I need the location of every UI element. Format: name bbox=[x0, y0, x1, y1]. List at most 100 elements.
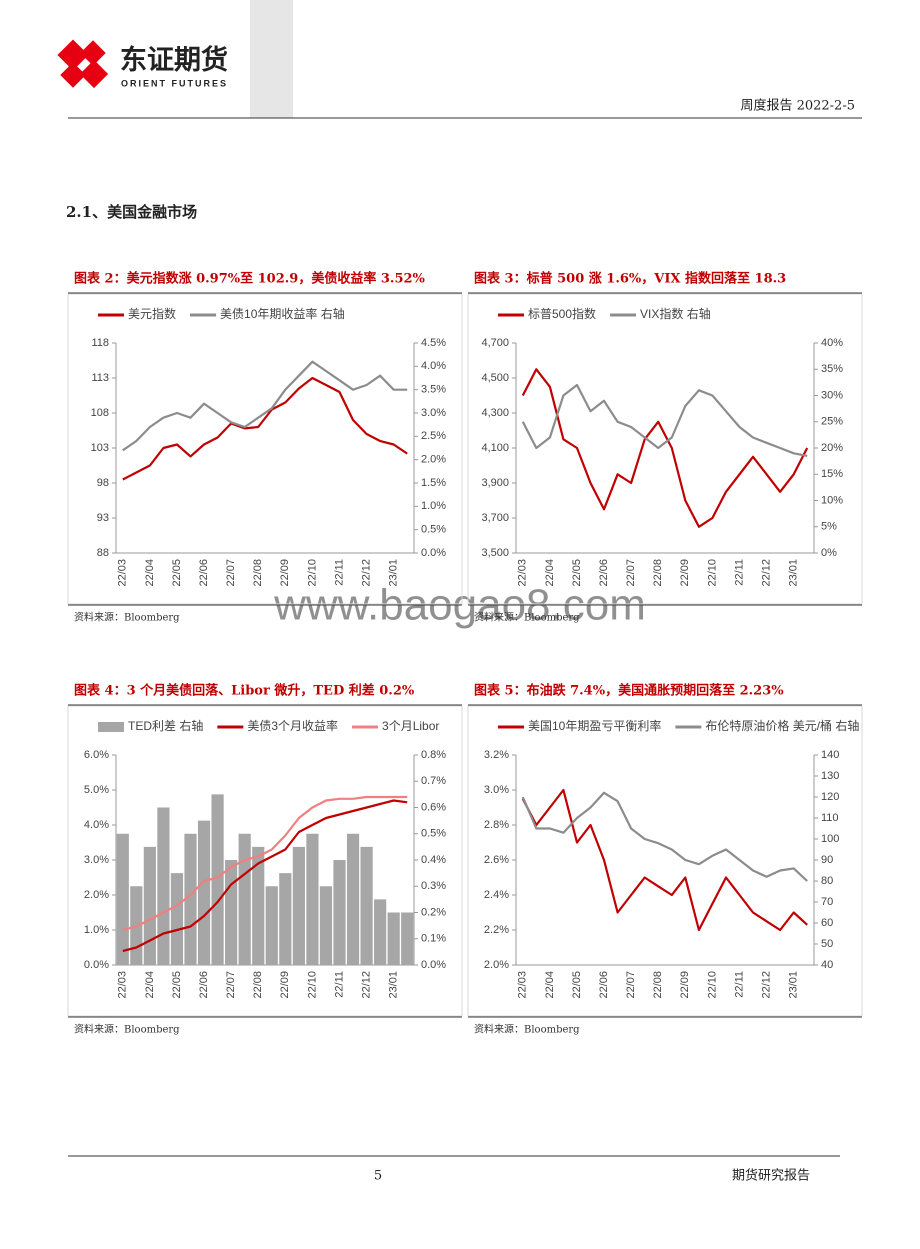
legend-label: 美债3个月收益率 bbox=[247, 718, 338, 733]
y-tick-label: 0.0% bbox=[84, 959, 109, 971]
x-tick-label: 22/06 bbox=[198, 559, 210, 587]
bar bbox=[116, 833, 129, 965]
x-tick-label: 22/11 bbox=[333, 971, 345, 998]
bar bbox=[170, 873, 184, 965]
y-tick-label: 103 bbox=[91, 442, 109, 454]
y2-tick-label: 0.1% bbox=[421, 933, 446, 945]
y-tick-label: 2.0% bbox=[84, 889, 109, 901]
y2-tick-label: 0.3% bbox=[421, 880, 446, 892]
bar bbox=[401, 912, 414, 965]
y2-tick-label: 0.0% bbox=[421, 547, 446, 559]
y-tick-label: 5.0% bbox=[84, 784, 109, 796]
y2-tick-label: 110 bbox=[821, 812, 839, 824]
y2-tick-label: 0% bbox=[821, 547, 837, 559]
line-series bbox=[521, 383, 808, 457]
y2-tick-label: 15% bbox=[821, 468, 843, 480]
y2-tick-label: 0.5% bbox=[421, 524, 446, 536]
line-series bbox=[122, 360, 408, 452]
bar bbox=[143, 846, 156, 965]
chart-frame bbox=[467, 293, 863, 605]
header-band bbox=[250, 0, 293, 118]
chart-title: 图表 2：美元指数涨 0.97%至 102.9，美债收益率 3.52% bbox=[74, 271, 426, 287]
x-tick-label: 23/01 bbox=[388, 971, 400, 999]
x-tick-label: 22/07 bbox=[625, 971, 637, 999]
y-tick-label: 3.0% bbox=[484, 784, 509, 796]
y2-tick-label: 2.5% bbox=[421, 430, 446, 442]
y2-tick-label: 5% bbox=[821, 521, 837, 533]
footer-label: 期货研究报告 bbox=[732, 1168, 810, 1184]
y-tick-label: 88 bbox=[97, 547, 109, 559]
x-tick-label: 22/11 bbox=[733, 559, 745, 586]
x-tick-label: 22/07 bbox=[225, 971, 237, 999]
y-tick-label: 98 bbox=[97, 477, 109, 489]
y2-tick-label: 40 bbox=[821, 959, 833, 971]
x-tick-label: 22/11 bbox=[733, 971, 745, 998]
x-tick-label: 22/03 bbox=[517, 559, 529, 587]
x-tick-label: 22/03 bbox=[117, 971, 129, 999]
y2-tick-label: 0.7% bbox=[421, 775, 446, 787]
bar bbox=[157, 807, 170, 965]
x-tick-label: 22/12 bbox=[360, 971, 372, 999]
x-tick-label: 22/09 bbox=[279, 971, 291, 999]
bar bbox=[319, 886, 333, 965]
y-tick-label: 4,300 bbox=[481, 407, 509, 419]
y-tick-label: 93 bbox=[97, 512, 109, 524]
bar bbox=[197, 820, 211, 965]
y-tick-label: 1.0% bbox=[84, 924, 109, 936]
y2-tick-label: 0.6% bbox=[421, 801, 446, 813]
y2-tick-label: 90 bbox=[821, 854, 833, 866]
bar bbox=[306, 833, 319, 965]
y-tick-label: 113 bbox=[91, 372, 109, 384]
y-tick-label: 3.2% bbox=[484, 749, 509, 761]
y2-tick-label: 0.5% bbox=[421, 828, 446, 840]
y-tick-label: 2.6% bbox=[484, 854, 509, 866]
y2-tick-label: 35% bbox=[821, 363, 843, 375]
legend-label: 美元指数 bbox=[128, 306, 176, 321]
y2-tick-label: 70 bbox=[821, 896, 833, 908]
y-tick-label: 118 bbox=[91, 337, 109, 349]
legend-label: 美国10年期盈亏平衡利率 bbox=[528, 718, 661, 733]
y2-tick-label: 100 bbox=[821, 833, 839, 845]
section-title: 2.1、美国金融市场 bbox=[66, 203, 197, 221]
x-tick-label: 22/08 bbox=[652, 971, 664, 999]
x-tick-label: 22/05 bbox=[171, 971, 183, 999]
legend-label: VIX指数 右轴 bbox=[640, 306, 711, 321]
page-number: 5 bbox=[374, 1169, 382, 1184]
bar bbox=[387, 912, 400, 965]
x-tick-label: 22/12 bbox=[760, 559, 772, 587]
x-tick-label: 22/05 bbox=[571, 971, 583, 999]
line-series bbox=[521, 368, 809, 528]
legend-label: 布伦特原油价格 美元/桶 右轴 bbox=[705, 718, 859, 733]
y2-tick-label: 30% bbox=[821, 389, 843, 401]
x-tick-label: 22/10 bbox=[306, 971, 318, 999]
bar bbox=[346, 833, 360, 965]
x-tick-label: 22/12 bbox=[360, 559, 372, 587]
x-tick-label: 22/05 bbox=[571, 559, 583, 587]
line-series bbox=[122, 376, 408, 481]
x-tick-label: 22/10 bbox=[306, 559, 318, 587]
x-tick-label: 22/06 bbox=[598, 971, 610, 999]
bar bbox=[184, 833, 197, 965]
y2-tick-label: 3.5% bbox=[421, 384, 446, 396]
y2-tick-label: 10% bbox=[821, 494, 843, 506]
x-tick-label: 23/01 bbox=[388, 559, 400, 587]
bar bbox=[333, 860, 346, 965]
y-tick-label: 4,500 bbox=[481, 372, 509, 384]
bar bbox=[225, 860, 238, 965]
logo bbox=[57, 39, 109, 89]
x-tick-label: 22/07 bbox=[625, 559, 637, 587]
y2-tick-label: 0.0% bbox=[421, 959, 446, 971]
source: 资料来源：Bloomberg bbox=[474, 611, 580, 624]
bar bbox=[252, 846, 265, 965]
y-tick-label: 3,500 bbox=[481, 547, 509, 559]
y2-tick-label: 1.5% bbox=[421, 477, 446, 489]
legend-label: 标普500指数 bbox=[528, 306, 596, 321]
chart-frame bbox=[67, 705, 463, 1017]
y2-tick-label: 4.0% bbox=[421, 360, 446, 372]
bar bbox=[279, 873, 292, 965]
y2-tick-label: 3.0% bbox=[421, 407, 446, 419]
y-tick-label: 4,700 bbox=[481, 337, 509, 349]
bar bbox=[265, 886, 278, 965]
x-tick-label: 22/10 bbox=[706, 559, 718, 587]
